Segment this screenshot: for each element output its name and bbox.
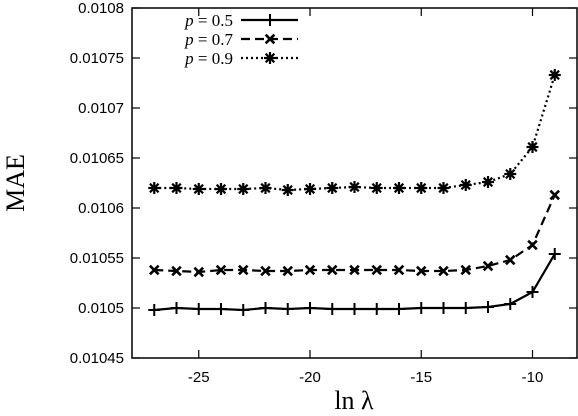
data-point — [304, 264, 316, 276]
data-point — [193, 266, 204, 278]
data-point — [415, 182, 428, 194]
data-point — [438, 265, 449, 277]
data-point — [370, 182, 383, 194]
data-point — [548, 248, 561, 260]
series-layer — [148, 69, 561, 316]
data-point — [281, 184, 294, 196]
data-point — [327, 264, 338, 276]
data-point — [260, 265, 271, 277]
series-1 — [148, 248, 561, 316]
data-point — [393, 303, 405, 315]
y-axis-title: MAE — [1, 154, 30, 212]
series-line — [154, 253, 556, 312]
data-point — [281, 303, 294, 315]
data-point — [415, 302, 428, 314]
data-point — [548, 69, 561, 81]
data-point — [259, 302, 272, 314]
legend-label: p = 0.7 — [184, 30, 233, 49]
data-point — [482, 260, 494, 272]
x-tick-label: -15 — [410, 369, 432, 386]
data-point — [192, 303, 205, 315]
data-point — [282, 265, 293, 277]
data-point — [371, 264, 382, 276]
y-tick-label: 0.01055 — [70, 250, 124, 267]
data-point — [370, 303, 383, 315]
series-3 — [148, 69, 561, 196]
data-point — [304, 183, 316, 195]
data-point — [459, 179, 472, 191]
x-tick-label: -20 — [299, 369, 321, 386]
data-point — [264, 33, 276, 45]
legend-item: p = 0.5 — [184, 11, 298, 30]
data-point — [238, 264, 249, 276]
data-point — [348, 303, 361, 315]
data-point — [482, 301, 494, 313]
data-point — [171, 265, 182, 277]
y-tick-label: 0.0106 — [78, 200, 124, 217]
data-point — [504, 168, 517, 180]
y-tick-label: 0.0105 — [78, 300, 124, 317]
x-axis-title: ln λ — [334, 386, 374, 415]
data-point — [170, 182, 183, 194]
data-point — [264, 52, 276, 64]
legend: p = 0.5p = 0.7p = 0.9 — [184, 11, 298, 68]
data-point — [148, 304, 161, 316]
data-point — [482, 176, 494, 188]
data-point — [170, 302, 183, 314]
y-tick-label: 0.0108 — [78, 0, 124, 17]
data-point — [149, 264, 160, 276]
data-point — [237, 304, 250, 316]
data-point — [259, 182, 272, 194]
data-point — [460, 264, 471, 276]
data-point — [304, 302, 316, 314]
legend-item: p = 0.7 — [184, 30, 298, 49]
data-point — [349, 264, 360, 276]
y-tick-label: 0.01065 — [70, 150, 124, 167]
data-point — [215, 264, 227, 276]
y-tick-label: 0.01045 — [70, 350, 124, 367]
data-point — [215, 303, 227, 315]
data-point — [326, 182, 339, 194]
data-point — [504, 298, 517, 310]
data-point — [192, 183, 205, 195]
data-point — [459, 302, 472, 314]
data-point — [549, 189, 560, 201]
data-point — [437, 182, 450, 194]
plot-frame — [131, 7, 578, 359]
data-point — [393, 264, 405, 276]
ticks-layer: -25 -20 -15 -10 0.01045 0.0105 0.01055 0.0106 0.… — [70, 0, 577, 386]
legend-label: p = 0.9 — [184, 49, 233, 68]
y-tick-label: 0.0107 — [78, 100, 124, 117]
x-tick-label: -10 — [522, 369, 544, 386]
data-point — [215, 183, 227, 195]
data-point — [348, 181, 361, 193]
data-point — [526, 141, 539, 153]
data-point — [505, 254, 516, 266]
series-line — [154, 74, 556, 192]
data-point — [416, 265, 427, 277]
series-2 — [149, 189, 560, 278]
series-line — [154, 194, 556, 274]
data-point — [148, 182, 161, 194]
y-tick-label: 0.01075 — [70, 50, 124, 67]
data-point — [527, 239, 538, 251]
data-point — [237, 183, 250, 195]
legend-label: p = 0.5 — [184, 11, 233, 30]
x-tick-label: -25 — [188, 369, 210, 386]
data-point — [326, 303, 339, 315]
data-point — [526, 286, 539, 298]
data-point — [264, 14, 276, 26]
data-point — [393, 182, 405, 194]
data-point — [437, 302, 450, 314]
legend-item: p = 0.9 — [184, 49, 298, 68]
